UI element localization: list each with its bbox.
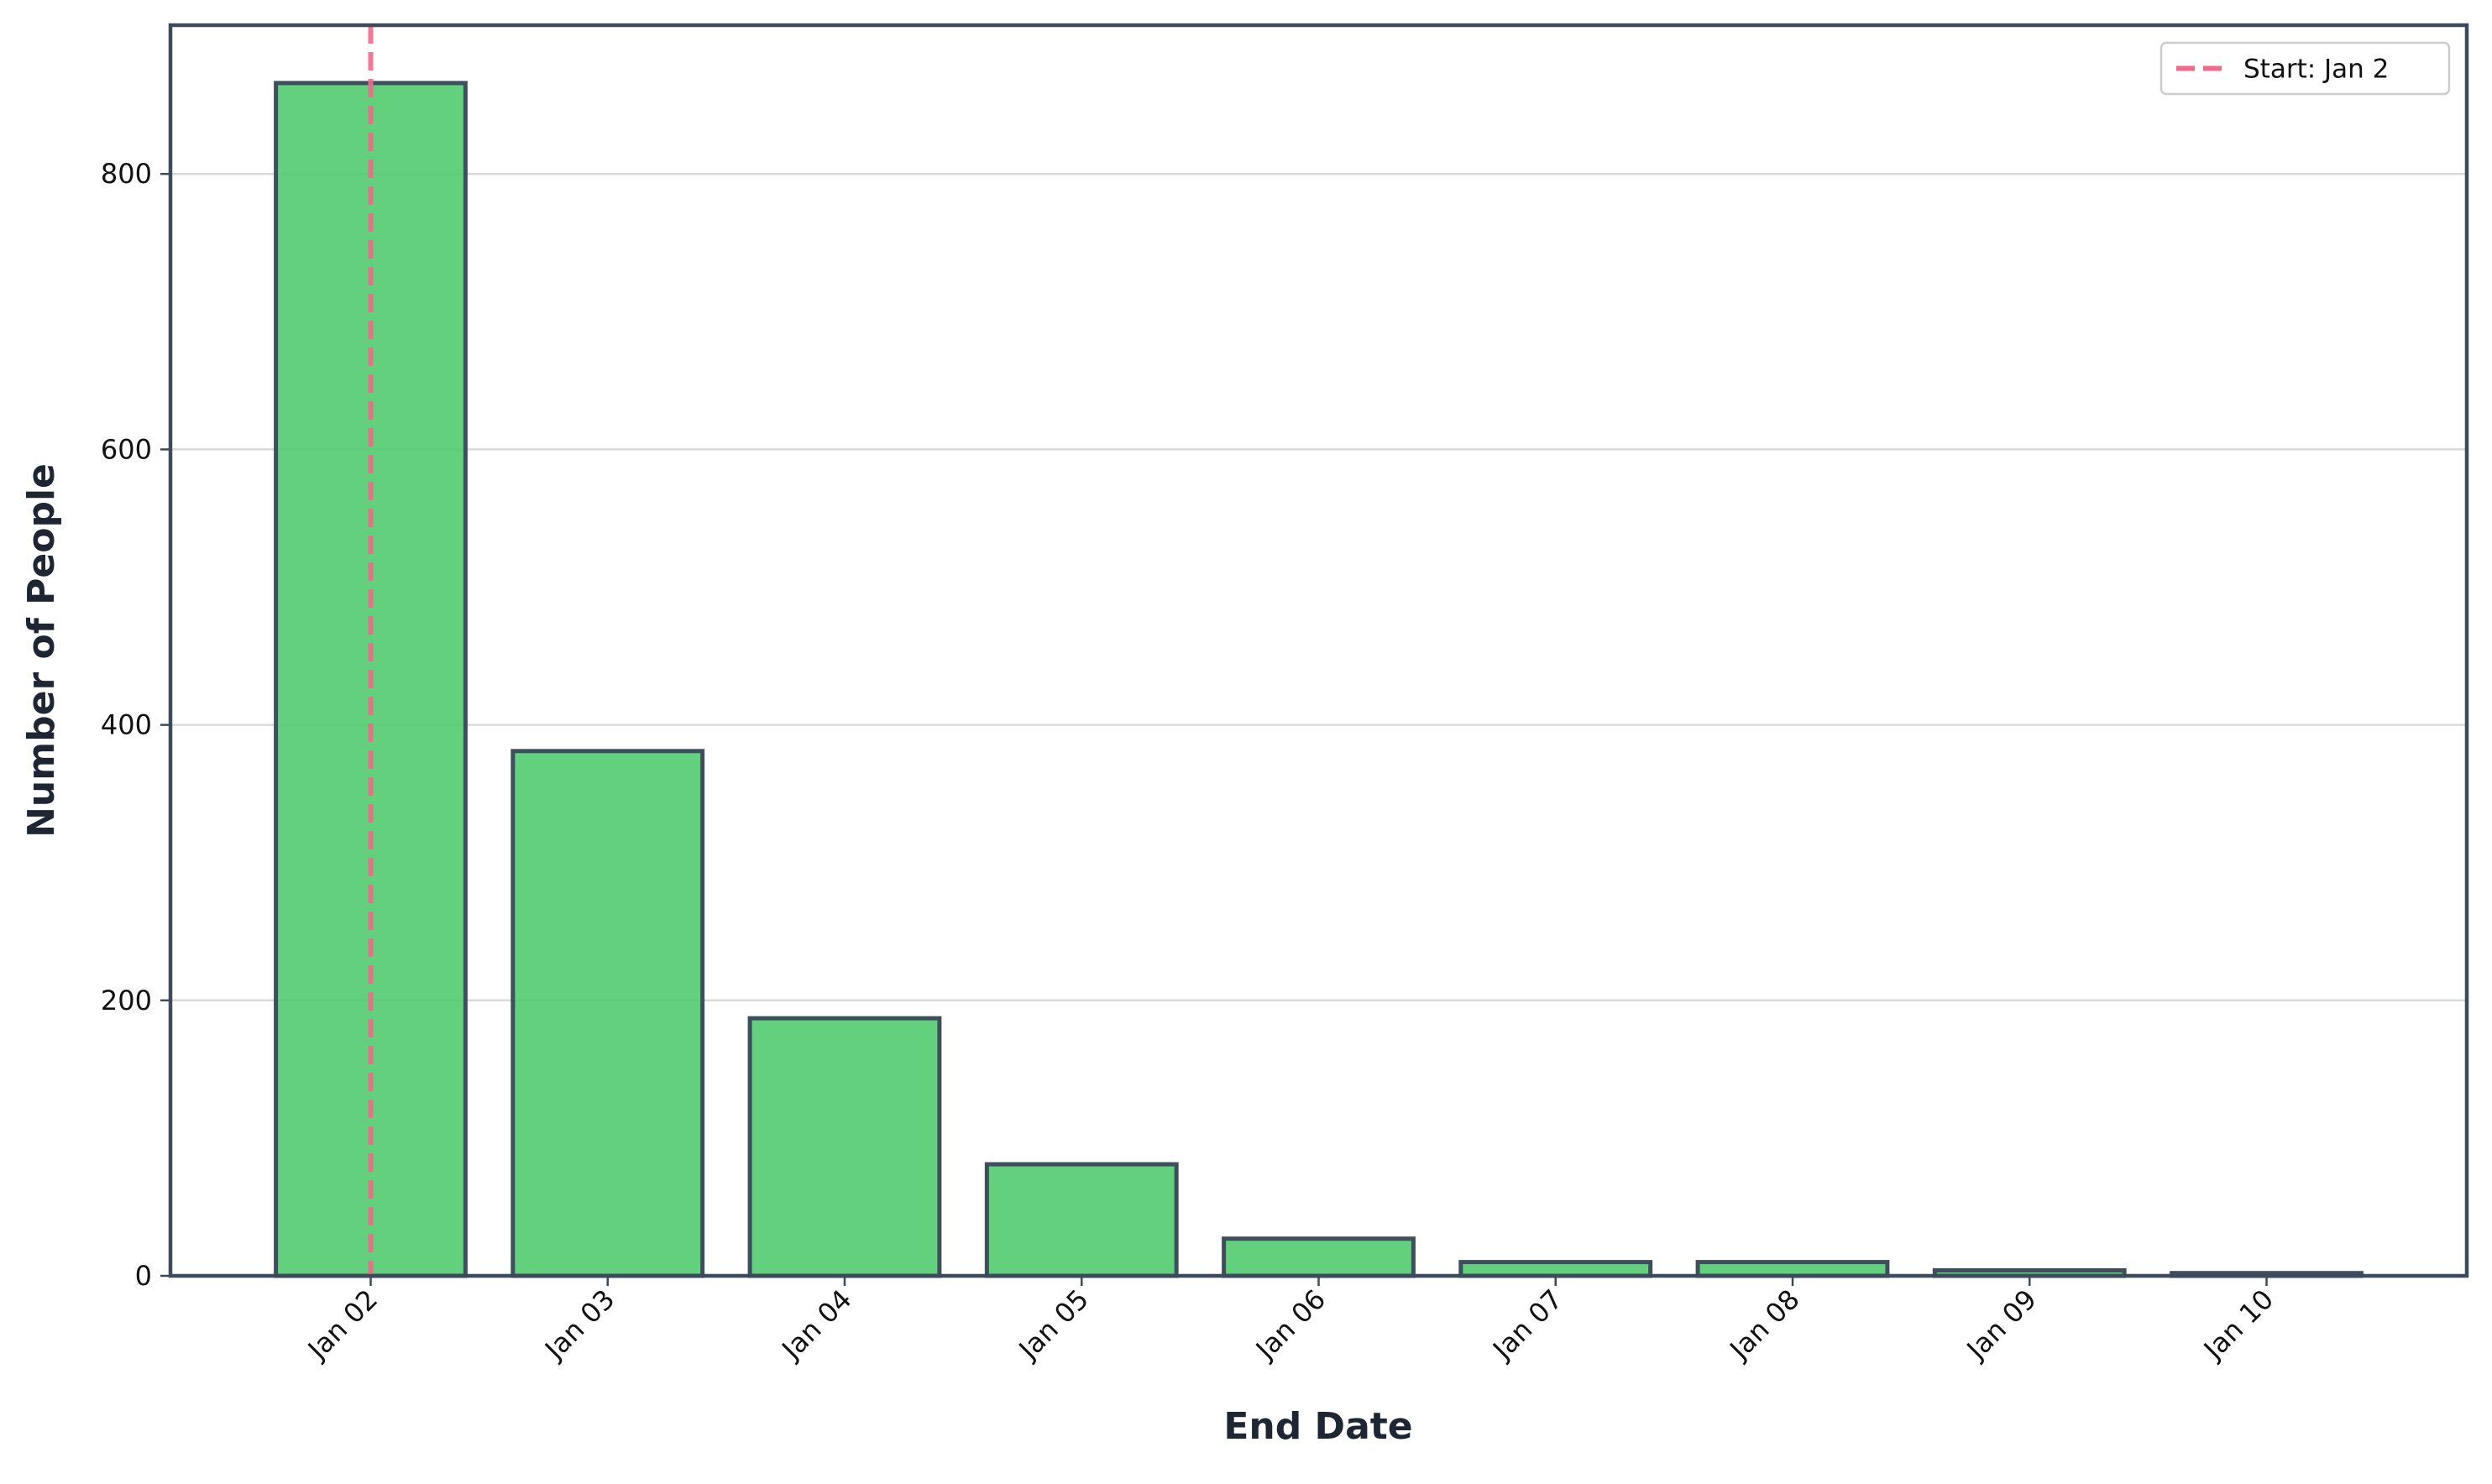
legend-box <box>2160 41 2451 96</box>
y-tick-label: 800 <box>101 158 152 190</box>
x-tick-label: Jan 03 <box>537 1283 620 1366</box>
x-tick-label: Jan 09 <box>1960 1283 2043 1366</box>
legend-label: Start: Jan 2 <box>2243 55 2389 85</box>
bar <box>510 749 705 1278</box>
x-tick-label: Jan 07 <box>1485 1283 1568 1366</box>
x-tick-label: Jan 06 <box>1249 1283 1332 1366</box>
x-tick-label: Jan 08 <box>1723 1283 1806 1366</box>
bar <box>1695 1260 1890 1278</box>
y-tick-label: 0 <box>135 1260 152 1292</box>
bar <box>984 1162 1179 1278</box>
x-tick-label: Jan 05 <box>1012 1283 1095 1366</box>
plot-frame <box>168 23 2469 1278</box>
y-axis-label: Number of People <box>20 463 63 838</box>
bar <box>747 1016 942 1278</box>
bar <box>1458 1260 1653 1278</box>
x-tick-label: Jan 02 <box>301 1283 384 1366</box>
y-tick-label: 600 <box>101 433 152 465</box>
y-tick-label: 400 <box>101 709 152 741</box>
y-tick-label: 200 <box>101 985 152 1016</box>
x-tick-label: Jan 10 <box>2196 1283 2280 1366</box>
x-tick-label: Jan 04 <box>775 1283 858 1366</box>
x-axis-label: End Date <box>1223 1405 1412 1448</box>
bar <box>1222 1236 1416 1278</box>
